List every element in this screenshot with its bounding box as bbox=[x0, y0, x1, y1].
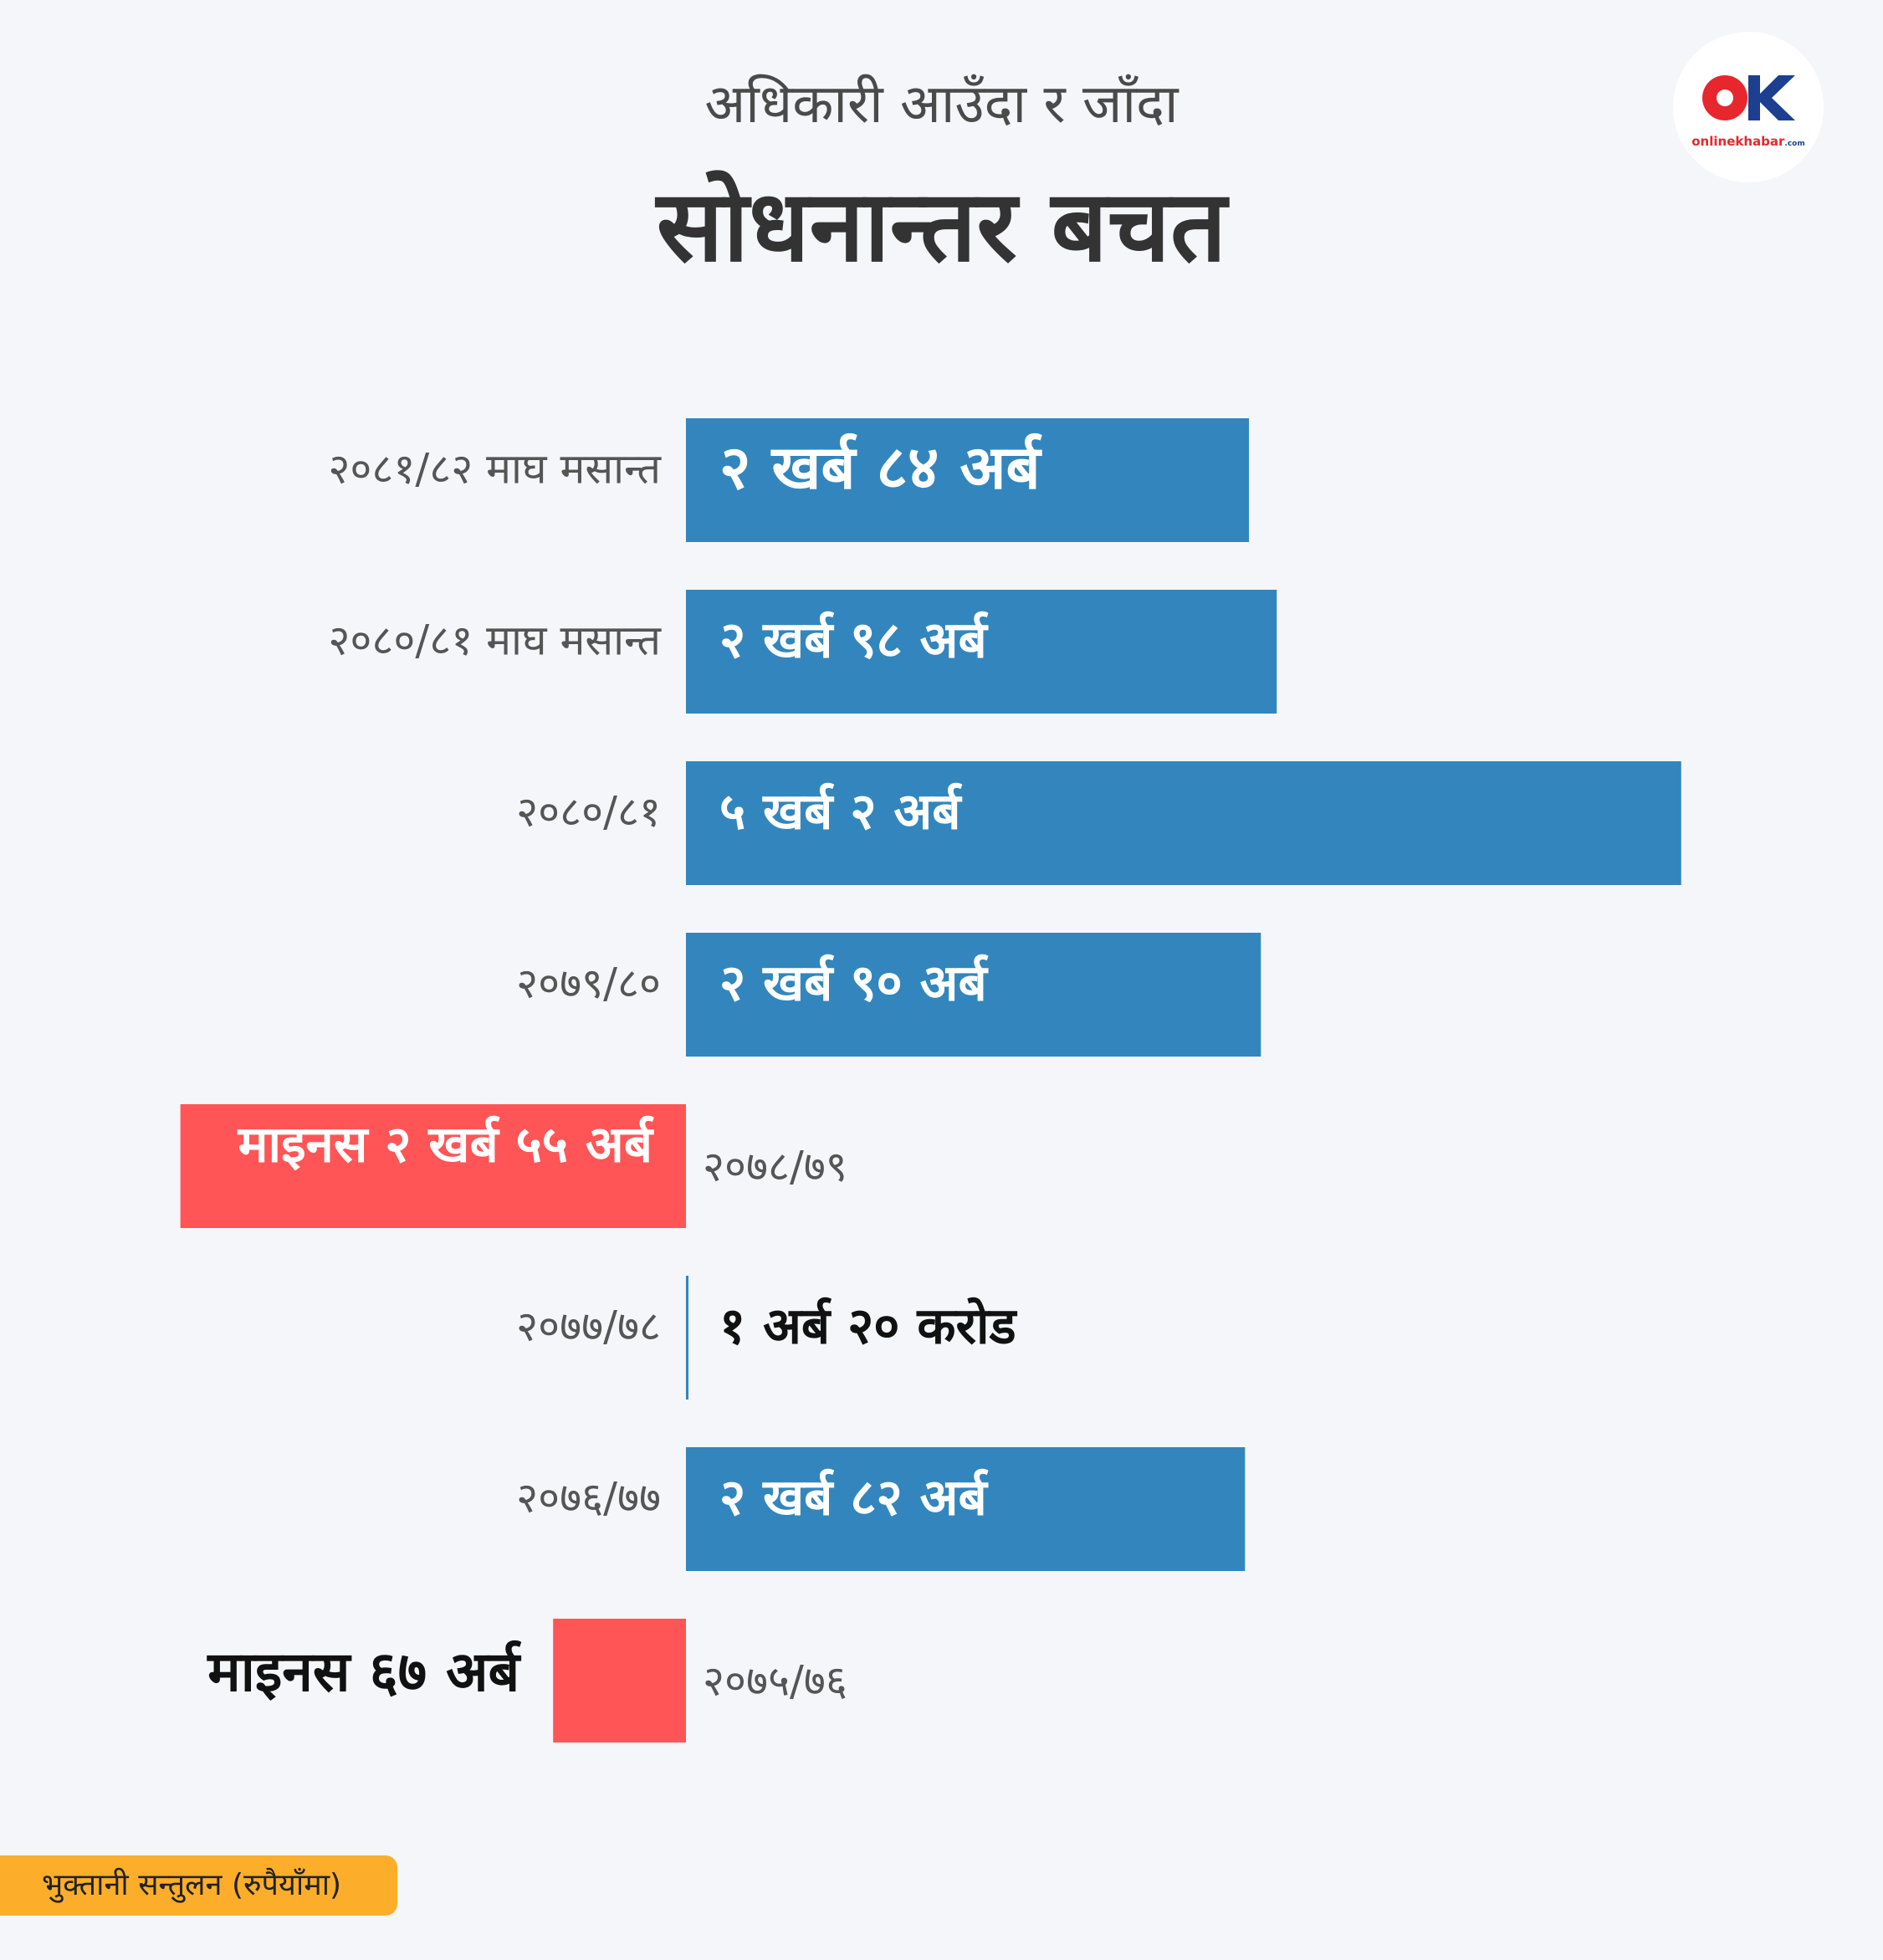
category-label-6: २०७७/७८ bbox=[516, 1302, 661, 1351]
footnote-text: भुक्तानी सन्तुलन (रुपैयाँमा) bbox=[42, 1868, 342, 1902]
onlinekhabar-logo[interactable]: onlinekhabar.com bbox=[1673, 32, 1824, 182]
category-label-3: २०८०/८१ bbox=[516, 788, 661, 837]
value-label-6: १ अर्ब २० करोड bbox=[719, 1297, 1018, 1356]
value-label-7: २ खर्ब ८२ अर्ब bbox=[719, 1469, 989, 1528]
ok-logo-icon bbox=[1702, 75, 1795, 120]
value-label-1: २ खर्ब ८४ अर्ब bbox=[719, 432, 1043, 503]
bar-2 bbox=[686, 590, 1277, 714]
logo-text-online: online bbox=[1691, 134, 1736, 149]
bar-8 bbox=[553, 1619, 686, 1743]
logo-text-khabar: khabar bbox=[1735, 134, 1785, 149]
value-label-2: २ खर्ब ९८ अर्ब bbox=[719, 612, 989, 670]
value-label-3: ५ खर्ब २ अर्ब bbox=[719, 783, 963, 842]
category-label-5: २०७८/७९ bbox=[703, 1143, 847, 1191]
logo-text-domain: .com bbox=[1784, 140, 1805, 148]
category-label-2: २०८०/८१ माघ मसान्त bbox=[328, 617, 662, 665]
value-label-5: माइनस २ खर्ब ५५ अर्ब bbox=[238, 1116, 655, 1174]
bar-1 bbox=[686, 418, 1250, 542]
footnote-badge: भुक्तानी सन्तुलन (रुपैयाँमा) bbox=[0, 1855, 397, 1916]
value-label-8: माइनस ६७ अर्ब bbox=[206, 1640, 521, 1704]
category-label-4: २०७९/८० bbox=[516, 960, 661, 1008]
bar-4 bbox=[686, 933, 1261, 1057]
bar-6 bbox=[686, 1276, 688, 1400]
logo-wordmark: onlinekhabar.com bbox=[1673, 134, 1824, 149]
chart-title: सोधनान्तर बचत bbox=[656, 168, 1227, 284]
category-label-7: २०७६/७७ bbox=[516, 1474, 661, 1522]
bar-7 bbox=[686, 1447, 1246, 1571]
category-label-8: २०७५/७६ bbox=[703, 1657, 847, 1706]
bar-3 bbox=[686, 761, 1681, 885]
category-label-1: २०८१/८२ माघ मसान्त bbox=[328, 445, 662, 494]
value-label-4: २ खर्ब ९० अर्ब bbox=[719, 954, 989, 1013]
chart-subtitle: अधिकारी आउँदा र जाँदा bbox=[704, 74, 1179, 136]
bar-5 bbox=[180, 1104, 686, 1228]
